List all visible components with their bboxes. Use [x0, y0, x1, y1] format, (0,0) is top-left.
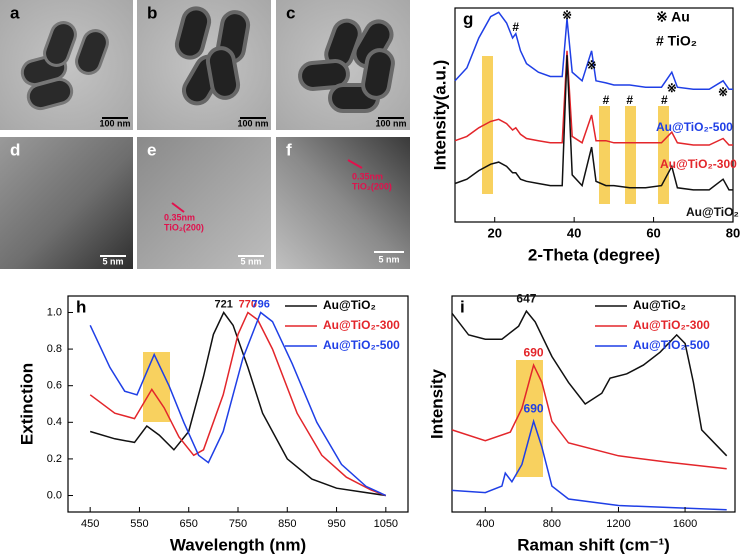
- series-label: Au@TiO₂: [686, 205, 739, 219]
- peak-label: 721: [215, 298, 233, 310]
- panel-label: i: [460, 297, 465, 316]
- panel-label: f: [286, 140, 292, 159]
- plot-frame: [451, 295, 736, 513]
- series-line: [89, 311, 387, 497]
- series-line: [454, 55, 733, 191]
- y-tick-label: 1.0: [47, 306, 62, 318]
- lattice-plane: TiO₂(200): [352, 181, 392, 191]
- y-tick-label: 0.2: [47, 453, 62, 465]
- panel-label: a: [10, 3, 20, 22]
- panel-a: a 100 nm: [0, 0, 133, 130]
- peak-annotation: ※: [562, 8, 572, 22]
- peak-annotation: #: [512, 20, 519, 34]
- scale-bar-label: 5 nm: [378, 254, 399, 264]
- legend-label: Au@TiO₂: [633, 298, 686, 312]
- series-line: [89, 311, 387, 497]
- panel-c: c 100 nm: [276, 0, 410, 130]
- peak-label: 690: [524, 401, 544, 415]
- series-line: [451, 362, 727, 470]
- legend-label: Au@TiO₂-300: [633, 318, 710, 332]
- panel-f: 0.35nm TiO₂(200) f 5 nm: [276, 137, 410, 269]
- legend-note: ※ Au: [656, 9, 690, 25]
- scale-bar-label: 5 nm: [102, 256, 123, 266]
- legend-note: # TiO₂: [656, 33, 697, 49]
- x-tick-label: 20: [487, 225, 501, 240]
- x-tick-label: 1200: [606, 518, 630, 530]
- y-axis-label: Intensity(a.u.): [430, 60, 449, 171]
- y-axis-label: Intensity: [427, 369, 446, 439]
- x-tick-label: 40: [567, 225, 581, 240]
- x-tick-label: 650: [180, 518, 198, 530]
- peak-label: 796: [251, 298, 269, 310]
- y-axis-label: Extinction: [17, 363, 36, 445]
- peak-label: 770: [239, 298, 257, 310]
- plot-frame: [454, 7, 734, 223]
- peak-annotation: #: [603, 93, 610, 107]
- x-axis-label: Raman shift (cm⁻¹): [517, 535, 670, 554]
- peak-annotation: #: [661, 93, 668, 107]
- x-tick-label: 750: [229, 518, 247, 530]
- y-tick-label: 0.6: [47, 380, 62, 392]
- x-tick-label: 80: [726, 225, 740, 240]
- series-label: Au@TiO₂-500: [656, 120, 733, 134]
- panel-label: b: [147, 3, 157, 22]
- x-tick-label: 400: [476, 518, 494, 530]
- series-line: [454, 50, 733, 146]
- y-tick-label: 0.8: [47, 343, 62, 355]
- x-tick-label: 1050: [374, 518, 398, 530]
- scale-bar-label: 5 nm: [240, 256, 261, 266]
- y-tick-label: 0.4: [47, 416, 62, 428]
- panel-label: g: [463, 9, 473, 28]
- scale-bar-label: 100 nm: [99, 118, 130, 128]
- series-line: [451, 418, 727, 511]
- x-tick-label: 950: [327, 518, 345, 530]
- series-line: [451, 309, 728, 457]
- panel-label: d: [10, 140, 20, 159]
- x-tick-label: 850: [278, 518, 296, 530]
- lattice-spacing: 0.35nm: [164, 212, 195, 222]
- series-line: [89, 311, 386, 497]
- legend-label: Au@TiO₂-300: [323, 318, 400, 332]
- x-axis-label: 2-Theta (degree): [528, 245, 660, 264]
- series-label: Au@TiO₂-300: [660, 157, 737, 171]
- scale-bar-label: 100 nm: [237, 118, 268, 128]
- panel-d: d 5 nm: [0, 137, 133, 269]
- peak-annotation: ※: [667, 81, 677, 95]
- lattice-plane: TiO₂(200): [164, 222, 204, 232]
- x-tick-label: 60: [646, 225, 660, 240]
- legend-label: Au@TiO₂-500: [323, 338, 400, 352]
- panel-label: e: [147, 140, 156, 159]
- scale-bar-label: 100 nm: [375, 118, 406, 128]
- peak-label: 690: [524, 345, 544, 359]
- panel-e: 0.35nm TiO₂(200) e 5 nm: [137, 137, 271, 269]
- legend-label: Au@TiO₂-500: [633, 338, 710, 352]
- peak-label: 647: [516, 291, 536, 305]
- x-tick-label: 800: [543, 518, 561, 530]
- x-tick-label: 550: [130, 518, 148, 530]
- series-line: [454, 11, 733, 91]
- x-tick-label: 1600: [673, 518, 697, 530]
- peak-annotation: ※: [718, 85, 728, 99]
- panel-label: c: [286, 3, 295, 22]
- peak-annotation: ※: [587, 58, 597, 72]
- peak-annotation: #: [626, 93, 633, 107]
- panel-label: h: [76, 297, 86, 316]
- legend-label: Au@TiO₂: [323, 298, 376, 312]
- x-tick-label: 450: [81, 518, 99, 530]
- lattice-spacing: 0.35nm: [352, 171, 383, 181]
- x-axis-label: Wavelength (nm): [170, 535, 306, 554]
- panel-b: b 100 nm: [137, 0, 271, 130]
- y-tick-label: 0.0: [47, 489, 62, 501]
